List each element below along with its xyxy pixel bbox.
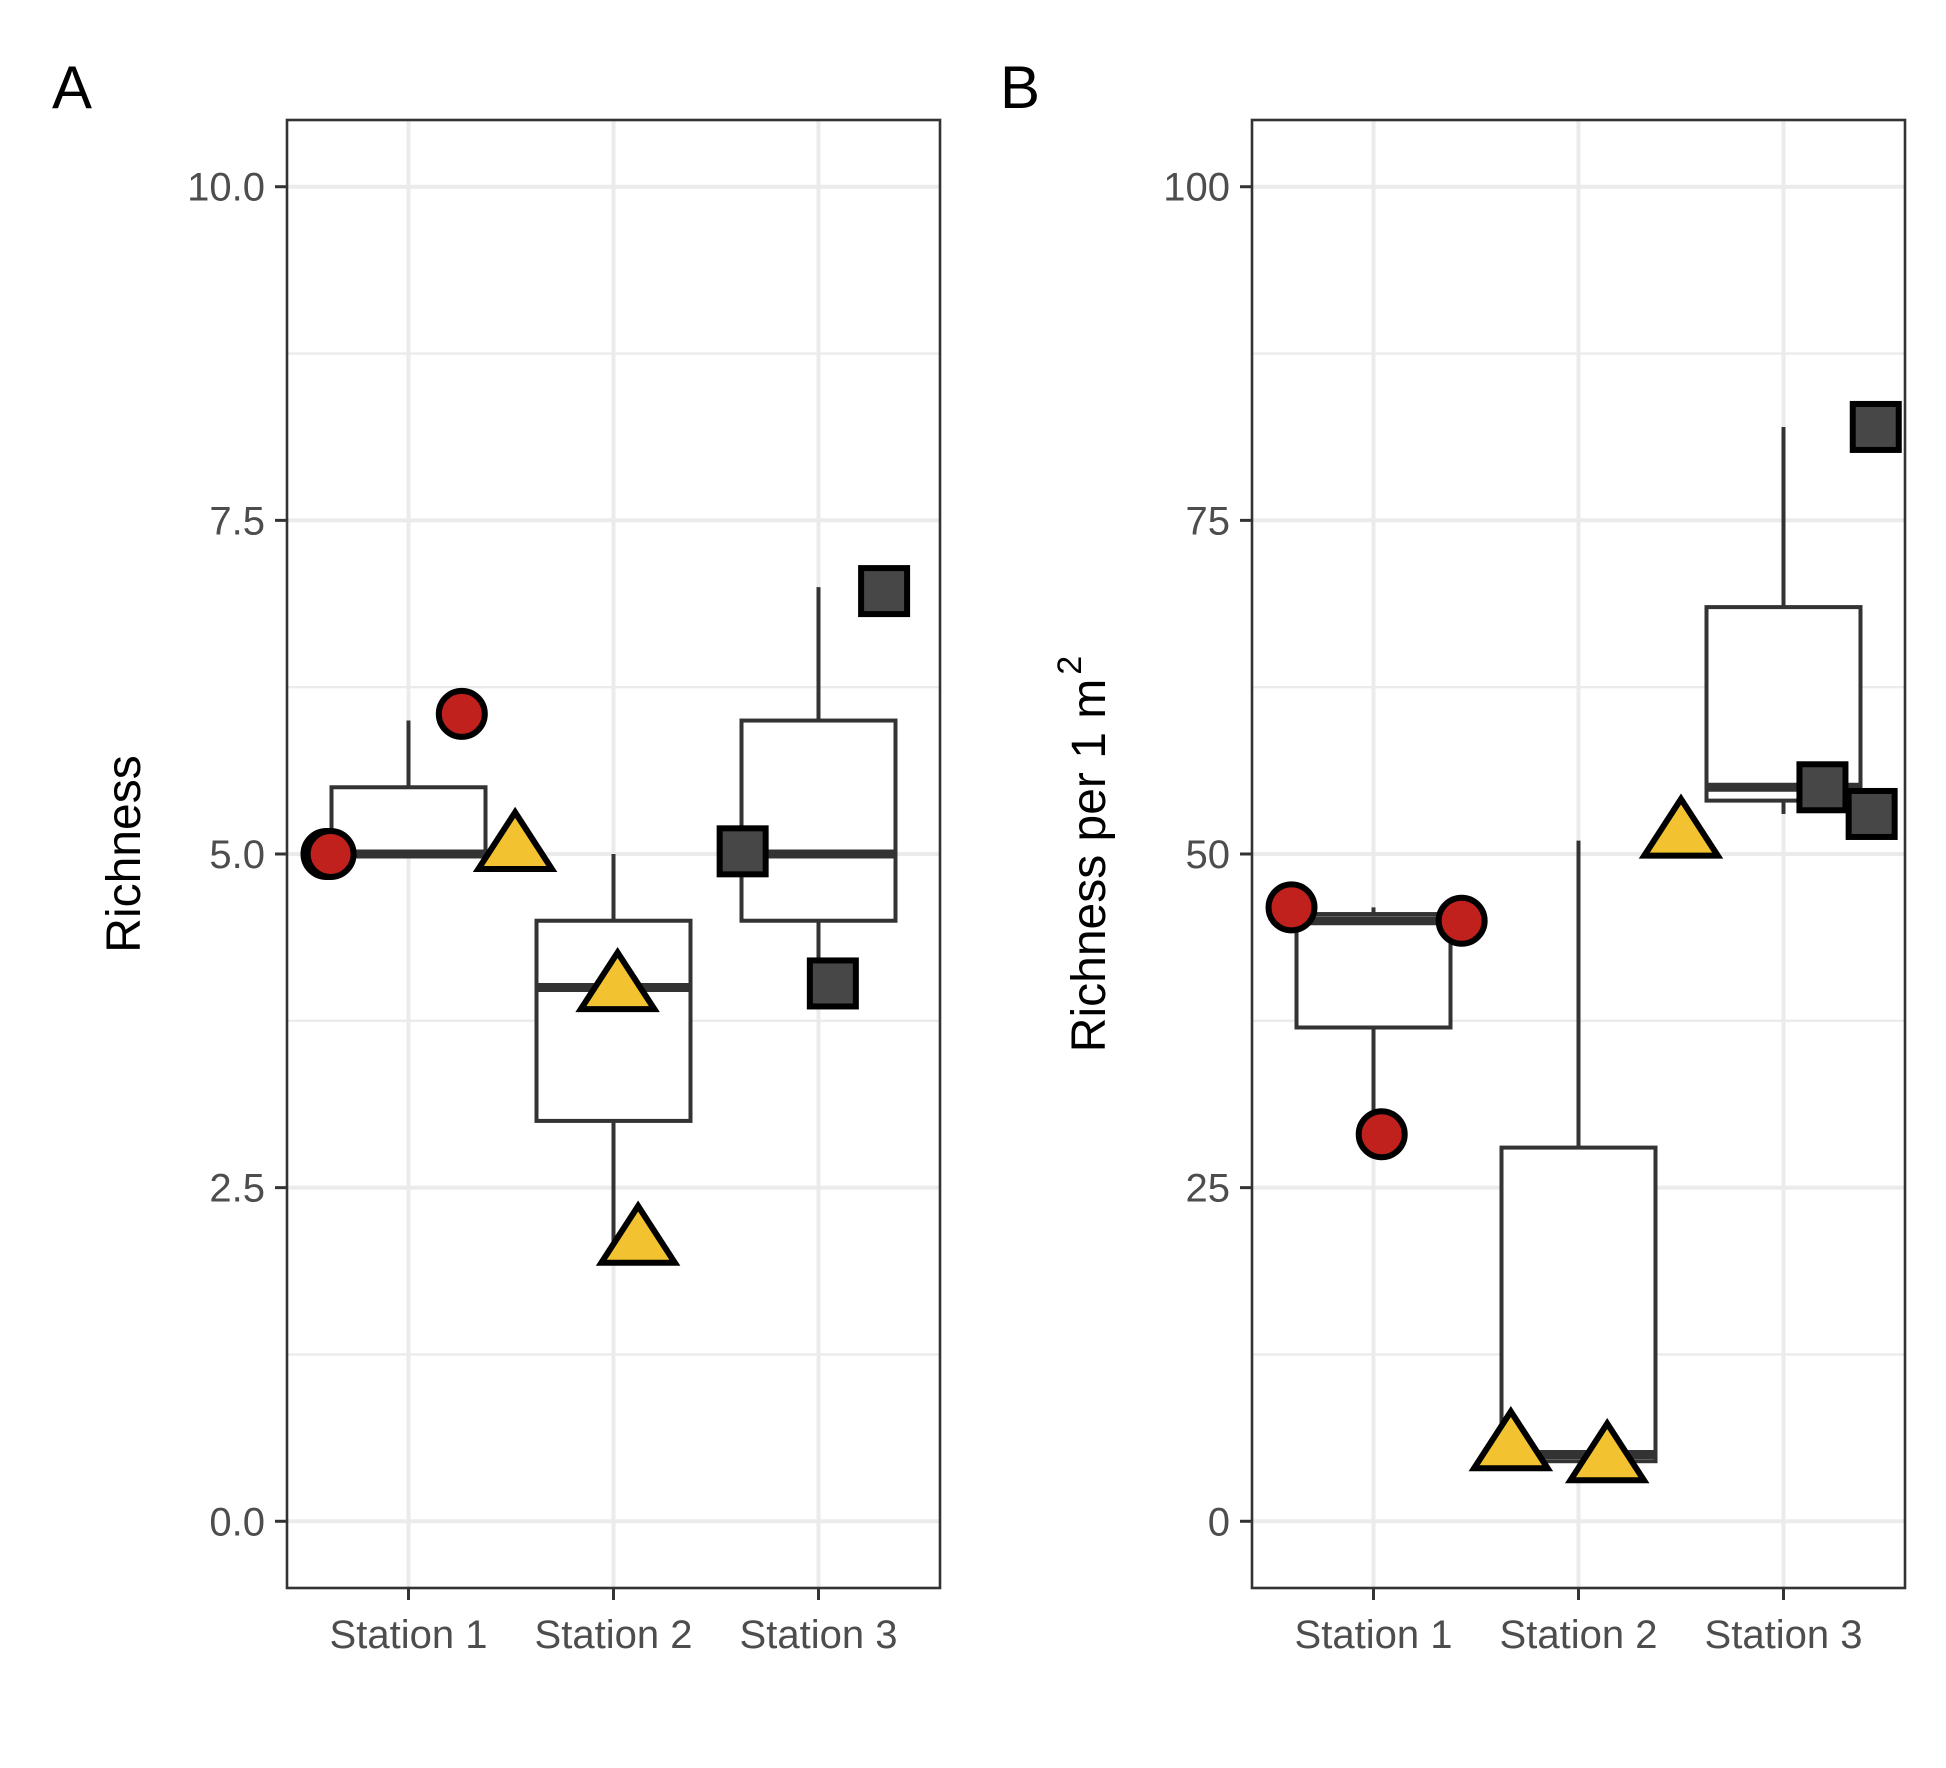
y-tick-label: 100 (1163, 166, 1230, 210)
y-tick-label: 0 (1208, 1500, 1230, 1544)
y-tick-label: 10.0 (187, 166, 265, 210)
data-point-triangle (1638, 793, 1724, 859)
box (534, 918, 693, 1123)
x-tick-label: Station 2 (535, 1613, 693, 1657)
boxplot-2 (534, 854, 693, 1255)
x-tick-label: Station 1 (330, 1613, 488, 1657)
box (1294, 912, 1453, 1030)
boxplot-3 (739, 587, 898, 988)
data-point-square (1796, 761, 1849, 814)
data-point-square (1845, 787, 1898, 840)
x-tick-label: Station 3 (740, 1613, 898, 1657)
data-point-triangle (1564, 1418, 1650, 1484)
panel-tag: A (52, 54, 92, 121)
data-point-square (716, 825, 769, 878)
y-tick-label: 25 (1186, 1167, 1231, 1211)
data-point-circle (1355, 1108, 1408, 1161)
box (329, 785, 488, 856)
y-tick-label: 75 (1186, 499, 1231, 543)
panel-B: 0 25 50 75 100 Station 1 Station 2 Station 3 B Ri… (1000, 54, 1907, 1657)
data-point-circle (435, 687, 488, 740)
box (739, 718, 898, 923)
data-point-triangle (1468, 1406, 1554, 1472)
y-axis-title: Richness per 1 m2 (1051, 656, 1116, 1052)
boxplot-2 (1499, 840, 1658, 1464)
y-tick-label: 2.5 (209, 1167, 265, 1211)
y-axis-title: Richness (98, 755, 151, 952)
y-tick-label: 7.5 (209, 499, 265, 543)
boxplot-1 (329, 720, 488, 859)
x-tick-label: Station 2 (1500, 1613, 1658, 1657)
data-point-circle (304, 828, 357, 880)
y-tick-label: 5.0 (209, 833, 265, 877)
y-tick-label: 0.0 (209, 1500, 265, 1544)
panel-A: 0.0 2.5 5.0 7.5 10.0 Station 1 Station 2 Statio… (52, 54, 942, 1657)
y-tick-label: 50 (1186, 833, 1231, 877)
data-point-triangle (595, 1200, 681, 1266)
boxplot-3 (1704, 426, 1863, 814)
box (1499, 1145, 1658, 1464)
data-point-triangle (575, 946, 660, 1013)
data-point-circle (1435, 894, 1488, 947)
data-point-triangle (472, 806, 558, 873)
data-point-circle (1265, 881, 1318, 934)
panel-tag: B (1000, 54, 1040, 121)
x-tick-label: Station 1 (1295, 1613, 1453, 1657)
data-point-square (806, 957, 859, 1010)
x-tick-label: Station 3 (1705, 1613, 1863, 1657)
data-point-square (858, 565, 911, 618)
boxplot-1 (1294, 907, 1453, 1135)
data-point-square (1849, 400, 1902, 453)
